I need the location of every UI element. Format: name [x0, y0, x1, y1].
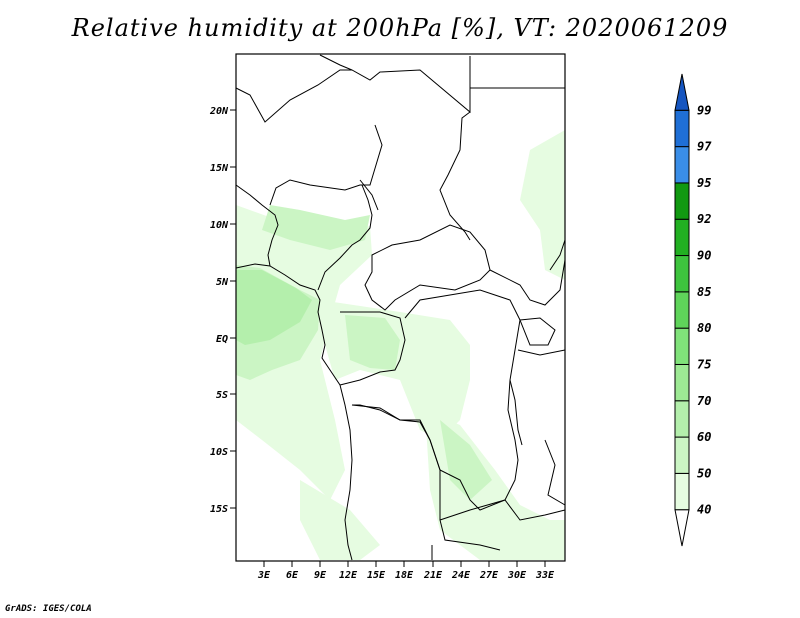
humidity-area-highlands — [262, 205, 370, 250]
border-car — [364, 224, 491, 311]
lon-label: 24E — [451, 570, 471, 581]
border-chad-sudan — [269, 124, 383, 206]
border-niger-nigeria — [235, 184, 279, 267]
lat-label: 5S — [216, 390, 228, 401]
legend-level-label: 92 — [697, 212, 711, 226]
legend-swatch — [674, 73, 690, 111]
lon-label: 15E — [367, 570, 386, 581]
humidity-area-sw — [300, 480, 380, 560]
lon-label: 33E — [535, 570, 555, 581]
lon-label: 12E — [339, 570, 358, 581]
humidity-area-gulf — [236, 270, 312, 345]
lon-label: 3E — [257, 570, 271, 581]
legend-swatch — [674, 109, 690, 148]
lat-label: 20N — [209, 106, 229, 117]
legend-level-label: 75 — [697, 357, 711, 371]
border-sudan-south — [489, 259, 566, 306]
lat-label: EQ — [216, 334, 228, 345]
border-zambia — [439, 499, 566, 521]
legend-swatch — [674, 363, 690, 402]
map-title: Relative humidity at 200hPa [%], VT: 202… — [71, 14, 729, 42]
border-north-top — [319, 54, 353, 71]
legend-swatch — [674, 255, 690, 293]
border-libya-egypt — [439, 111, 471, 241]
legend-level-label: 90 — [697, 249, 711, 263]
lon-labels: 3E 6E 9E 12E 15E 18E 21E 24E 27E 30E 33E — [257, 570, 555, 581]
lat-label: 10N — [210, 220, 229, 231]
border-lake-tanganyika — [509, 379, 523, 446]
legend-level-label: 60 — [697, 430, 711, 444]
legend-swatch — [674, 291, 690, 329]
border-cameroon — [317, 184, 373, 291]
humidity-area-congo — [345, 315, 400, 370]
legend-swatch — [674, 472, 690, 511]
lon-label: 21E — [423, 570, 443, 581]
border-lake-victoria — [519, 317, 556, 346]
legend-swatch — [674, 182, 690, 220]
border-drc — [352, 289, 521, 511]
legend-level-label: 99 — [697, 103, 711, 117]
border-congo — [339, 311, 406, 386]
legend-swatch — [674, 436, 690, 474]
border-nile — [359, 179, 379, 211]
lat-label: 15N — [210, 163, 229, 174]
coastline-west — [235, 263, 353, 561]
humidity-area-ne — [520, 130, 565, 280]
humidity-field — [236, 130, 565, 560]
border-east-edge — [549, 239, 566, 271]
border-tanzania — [517, 349, 566, 356]
lon-label: 9E — [314, 570, 327, 581]
lon-axis — [263, 561, 546, 567]
borders — [235, 54, 566, 561]
legend-level-label: 40 — [697, 503, 711, 517]
border-angola — [351, 404, 501, 551]
lon-label: 27E — [479, 570, 499, 581]
credit-label: GrADS: IGES/COLA — [5, 604, 92, 614]
legend-level-label: 70 — [697, 394, 711, 408]
legend-level-label: 85 — [697, 285, 711, 299]
lat-label: 15S — [210, 504, 228, 515]
legend-swatch — [674, 400, 690, 438]
border-mozambique — [544, 439, 566, 506]
legend-swatch — [674, 509, 690, 547]
lon-label: 6E — [286, 570, 299, 581]
lon-label: 30E — [507, 570, 527, 581]
legend-level-label: 80 — [697, 321, 711, 335]
map-frame — [235, 53, 566, 562]
humidity-area-south — [440, 420, 492, 500]
color-legend: 40 50 60 70 75 80 85 90 92 95 97 99 — [674, 73, 712, 547]
lat-label: 10S — [210, 447, 228, 458]
lon-label: 18E — [395, 570, 414, 581]
legend-swatch — [674, 218, 690, 257]
border-sahel — [235, 56, 471, 123]
lat-label: 5N — [216, 277, 229, 288]
legend-level-label: 50 — [697, 466, 711, 480]
legend-level-label: 95 — [697, 176, 711, 190]
lat-axis — [230, 109, 236, 509]
lat-labels: 20N 15N 10N 5N EQ 5S 10S 15S — [209, 106, 229, 515]
legend-swatch — [674, 327, 690, 365]
legend-swatch — [674, 146, 690, 184]
legend-level-label: 97 — [697, 140, 712, 154]
